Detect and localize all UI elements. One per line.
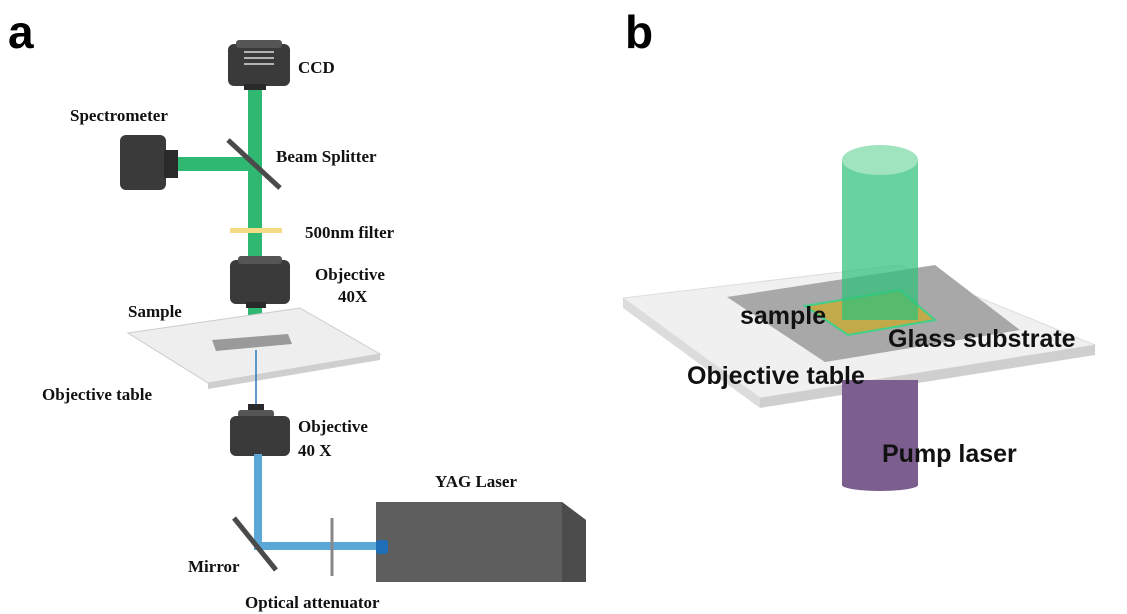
blue-beam (254, 542, 382, 550)
pump-cylinder (842, 380, 918, 491)
panel-label: b (625, 6, 653, 58)
figure: a CCD Spectrometer Beam Splitter 500nm f… (0, 0, 1127, 614)
objective-bottom (230, 404, 290, 456)
spectrometer (120, 135, 178, 190)
label: Sample (128, 302, 182, 321)
label: 40 X (298, 441, 332, 460)
label: YAG Laser (435, 472, 517, 491)
panel-label: a (8, 6, 34, 58)
green-beam (168, 157, 256, 171)
yag-laser (376, 502, 586, 582)
ccd-camera (228, 40, 290, 90)
label: 500nm filter (305, 223, 395, 242)
label: Optical attenuator (245, 593, 380, 612)
label: CCD (298, 58, 335, 77)
label: Objective (298, 417, 368, 436)
label: Glass substrate (888, 325, 1076, 353)
filter (230, 228, 282, 233)
label: sample (740, 302, 826, 330)
label: Objective (315, 265, 385, 284)
label: Beam Splitter (276, 147, 377, 166)
label: Objective table (42, 385, 152, 404)
blue-beam (254, 454, 262, 548)
setup-drawing (120, 40, 586, 582)
label: 40X (338, 287, 368, 306)
sample-drawing (623, 145, 1095, 491)
green-cylinder (842, 145, 918, 320)
label: Spectrometer (70, 106, 168, 125)
objective-top (230, 256, 290, 308)
label: Objective table (687, 362, 865, 390)
label: Pump laser (882, 440, 1017, 468)
label: Mirror (188, 557, 240, 576)
